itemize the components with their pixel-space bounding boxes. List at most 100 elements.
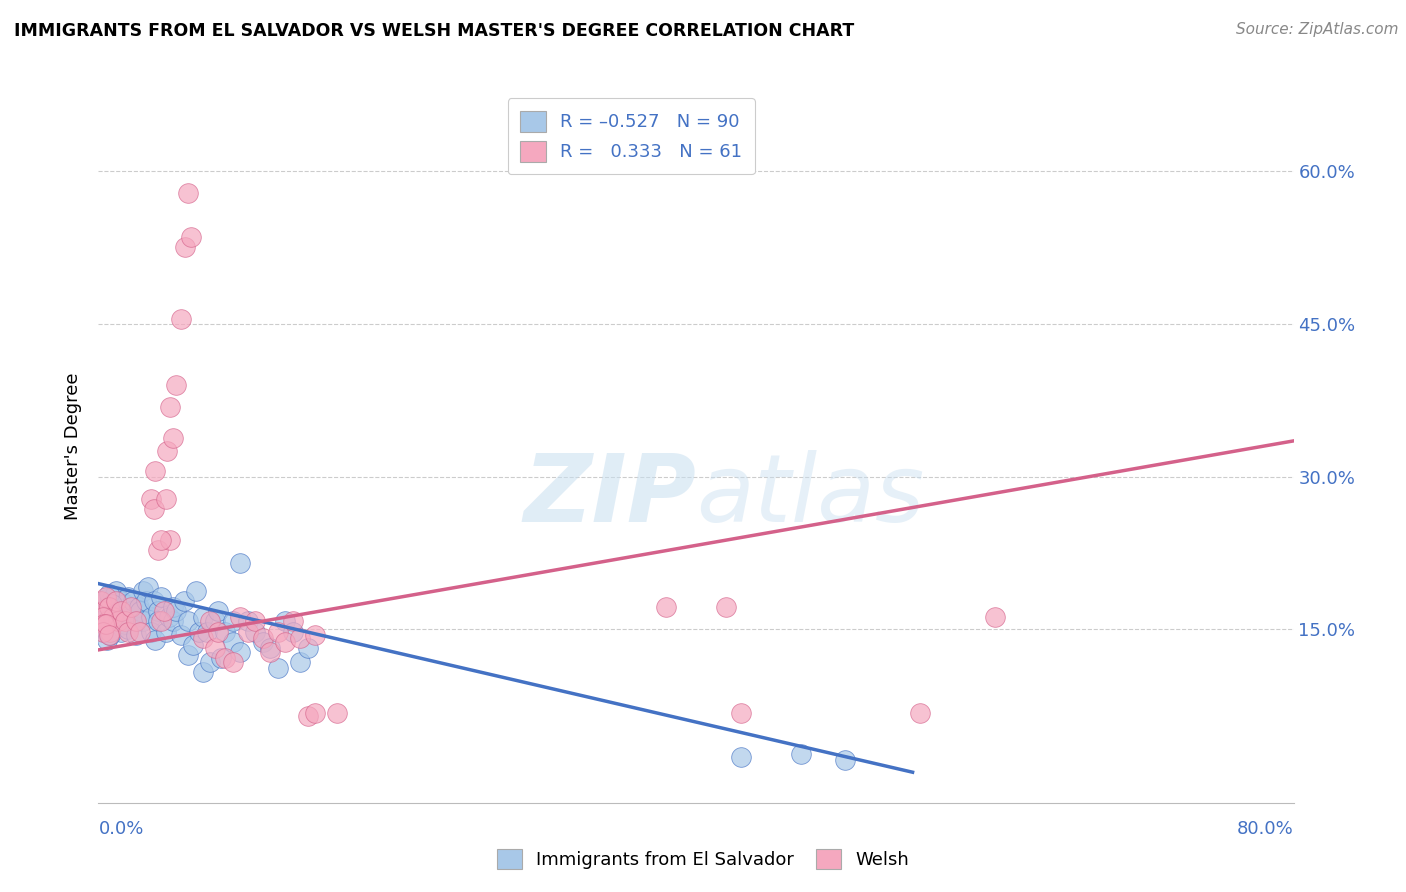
Point [162, 615, 184, 629]
Point [908, 706, 931, 720]
Point [96, 632, 118, 647]
Point [165, 377, 187, 392]
Point [159, 401, 181, 415]
Point [93, 624, 115, 639]
Point [252, 631, 274, 645]
Point [304, 706, 326, 720]
Point [148, 604, 170, 618]
Point [245, 624, 267, 639]
Point [132, 615, 155, 629]
Point [117, 624, 139, 639]
Point [100, 627, 122, 641]
Point [155, 624, 177, 639]
Point [834, 753, 856, 767]
Point [111, 604, 134, 618]
Point [120, 604, 142, 618]
Point [103, 610, 125, 624]
Point [105, 583, 128, 598]
Point [101, 604, 124, 618]
Point [107, 615, 129, 629]
Point [135, 594, 157, 608]
Point [236, 615, 259, 629]
Point [187, 624, 209, 639]
Point [200, 615, 222, 629]
Point [222, 615, 245, 629]
Point [103, 607, 125, 622]
Point [259, 645, 281, 659]
Point [94, 617, 117, 632]
Point [90, 597, 112, 611]
Point [288, 655, 311, 669]
Point [97, 627, 120, 641]
Point [142, 594, 165, 608]
Point [209, 651, 232, 665]
Point [93, 602, 115, 616]
Point [197, 624, 219, 639]
Point [200, 655, 222, 669]
Point [139, 491, 162, 506]
Point [125, 627, 148, 641]
Point [162, 600, 184, 615]
Point [204, 615, 226, 629]
Point [174, 240, 197, 254]
Point [304, 627, 326, 641]
Point [229, 556, 252, 570]
Point [267, 624, 290, 639]
Point [159, 533, 181, 547]
Point [181, 638, 204, 652]
Point [94, 610, 117, 624]
Text: IMMIGRANTS FROM EL SALVADOR VS WELSH MASTER'S DEGREE CORRELATION CHART: IMMIGRANTS FROM EL SALVADOR VS WELSH MAS… [14, 22, 855, 40]
Point [180, 230, 202, 244]
Text: ZIP: ZIP [523, 450, 696, 542]
Point [115, 612, 138, 626]
Point [110, 624, 132, 639]
Point [114, 615, 136, 629]
Point [107, 620, 129, 634]
Point [100, 610, 122, 624]
Point [97, 587, 120, 601]
Point [204, 640, 226, 655]
Point [101, 597, 124, 611]
Point [184, 583, 207, 598]
Point [91, 610, 114, 624]
Point [162, 431, 184, 445]
Point [288, 631, 311, 645]
Point [96, 624, 118, 639]
Point [97, 600, 120, 615]
Point [169, 627, 191, 641]
Point [173, 594, 195, 608]
Point [281, 615, 304, 629]
Point [110, 594, 132, 608]
Point [245, 615, 267, 629]
Point [91, 624, 114, 639]
Legend: Immigrants from El Salvador, Welsh: Immigrants from El Salvador, Welsh [488, 839, 918, 879]
Point [117, 623, 139, 637]
Point [91, 617, 114, 632]
Point [177, 648, 200, 662]
Point [112, 610, 135, 624]
Point [326, 706, 349, 720]
Point [157, 610, 180, 624]
Point [100, 594, 122, 608]
Text: atlas: atlas [696, 450, 924, 541]
Point [655, 600, 678, 615]
Point [165, 604, 187, 618]
Point [229, 645, 252, 659]
Point [214, 651, 236, 665]
Point [93, 617, 115, 632]
Point [150, 590, 173, 604]
Point [136, 580, 159, 594]
Point [191, 631, 214, 645]
Point [143, 632, 166, 647]
Point [96, 615, 118, 629]
Point [108, 607, 131, 622]
Point [155, 491, 177, 506]
Point [297, 709, 319, 723]
Point [267, 661, 290, 675]
Y-axis label: Master's Degree: Master's Degree [65, 372, 83, 520]
Point [169, 311, 191, 326]
Point [274, 634, 297, 648]
Point [236, 624, 259, 639]
Point [150, 533, 173, 547]
Point [150, 615, 173, 629]
